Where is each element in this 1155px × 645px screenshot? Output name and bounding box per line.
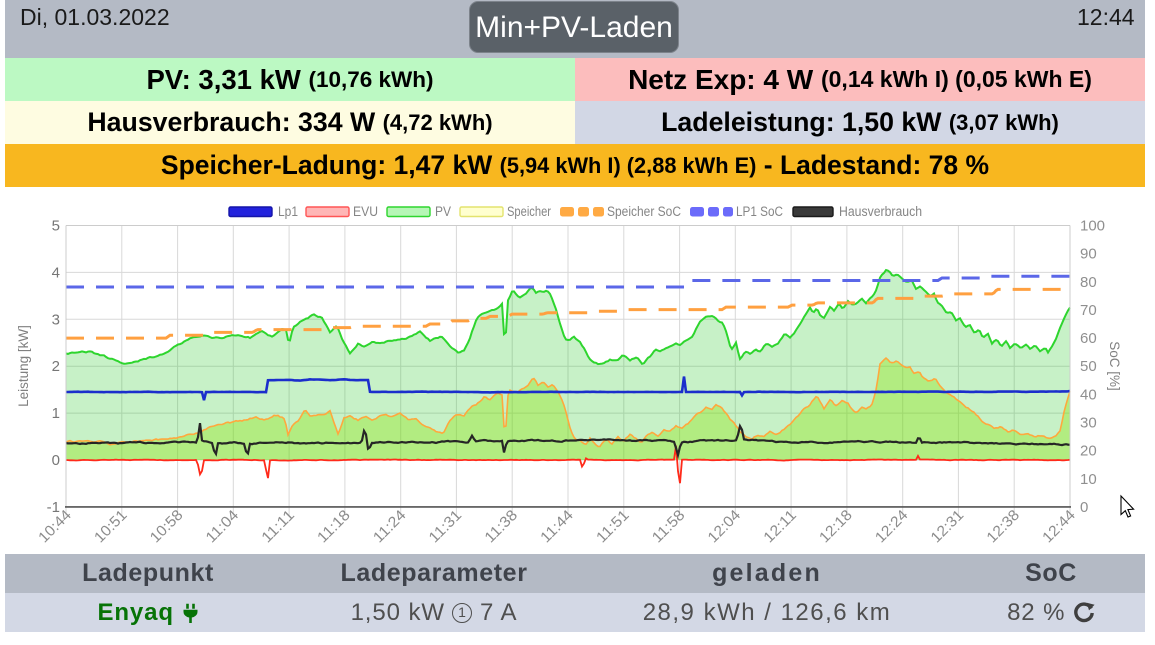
svg-text:30: 30 <box>1080 415 1097 432</box>
svg-text:-1: -1 <box>47 499 60 516</box>
svg-text:11:11: 11:11 <box>258 507 298 547</box>
svg-text:1: 1 <box>52 405 60 422</box>
svg-text:90: 90 <box>1080 246 1097 263</box>
svg-text:2: 2 <box>52 358 60 375</box>
svg-text:10:51: 10:51 <box>91 507 131 547</box>
svg-text:50: 50 <box>1080 358 1097 375</box>
svg-text:70: 70 <box>1080 302 1097 319</box>
svg-text:12:11: 12:11 <box>760 507 800 547</box>
svg-text:4: 4 <box>52 264 60 281</box>
svg-text:10:58: 10:58 <box>147 507 187 547</box>
svg-text:Lp1: Lp1 <box>278 204 298 219</box>
svg-text:LP1 SoC: LP1 SoC <box>736 204 783 219</box>
svg-text:40: 40 <box>1080 386 1097 403</box>
svg-text:12:24: 12:24 <box>872 507 912 547</box>
svg-text:60: 60 <box>1080 330 1097 347</box>
svg-text:Speicher SoC: Speicher SoC <box>607 204 681 219</box>
svg-text:12:44: 12:44 <box>1039 507 1079 547</box>
svg-text:11:44: 11:44 <box>537 507 577 547</box>
svg-text:11:31: 11:31 <box>426 507 466 547</box>
svg-text:12:38: 12:38 <box>983 507 1023 547</box>
svg-text:Leistung [kW]: Leistung [kW] <box>16 325 31 407</box>
svg-text:11:51: 11:51 <box>593 507 633 547</box>
svg-text:EVU: EVU <box>353 204 378 219</box>
svg-text:Hausverbrauch: Hausverbrauch <box>839 204 922 219</box>
svg-text:SoC [%]: SoC [%] <box>1107 341 1122 391</box>
svg-text:Speicher: Speicher <box>507 204 551 219</box>
svg-text:11:38: 11:38 <box>481 507 521 547</box>
svg-text:11:24: 11:24 <box>370 507 410 547</box>
svg-text:20: 20 <box>1080 443 1097 460</box>
svg-text:0: 0 <box>1080 499 1088 516</box>
svg-text:100: 100 <box>1080 218 1105 235</box>
svg-text:12:31: 12:31 <box>928 507 968 547</box>
svg-text:3: 3 <box>52 311 60 328</box>
svg-text:PV: PV <box>435 204 451 219</box>
svg-text:80: 80 <box>1080 274 1097 291</box>
svg-text:12:18: 12:18 <box>816 507 856 547</box>
svg-text:10: 10 <box>1080 471 1097 488</box>
svg-text:0: 0 <box>52 452 60 469</box>
svg-text:5: 5 <box>52 218 60 235</box>
svg-text:11:58: 11:58 <box>649 507 689 547</box>
svg-text:11:04: 11:04 <box>203 507 243 547</box>
svg-text:11:18: 11:18 <box>314 507 354 547</box>
svg-text:12:04: 12:04 <box>705 507 745 547</box>
